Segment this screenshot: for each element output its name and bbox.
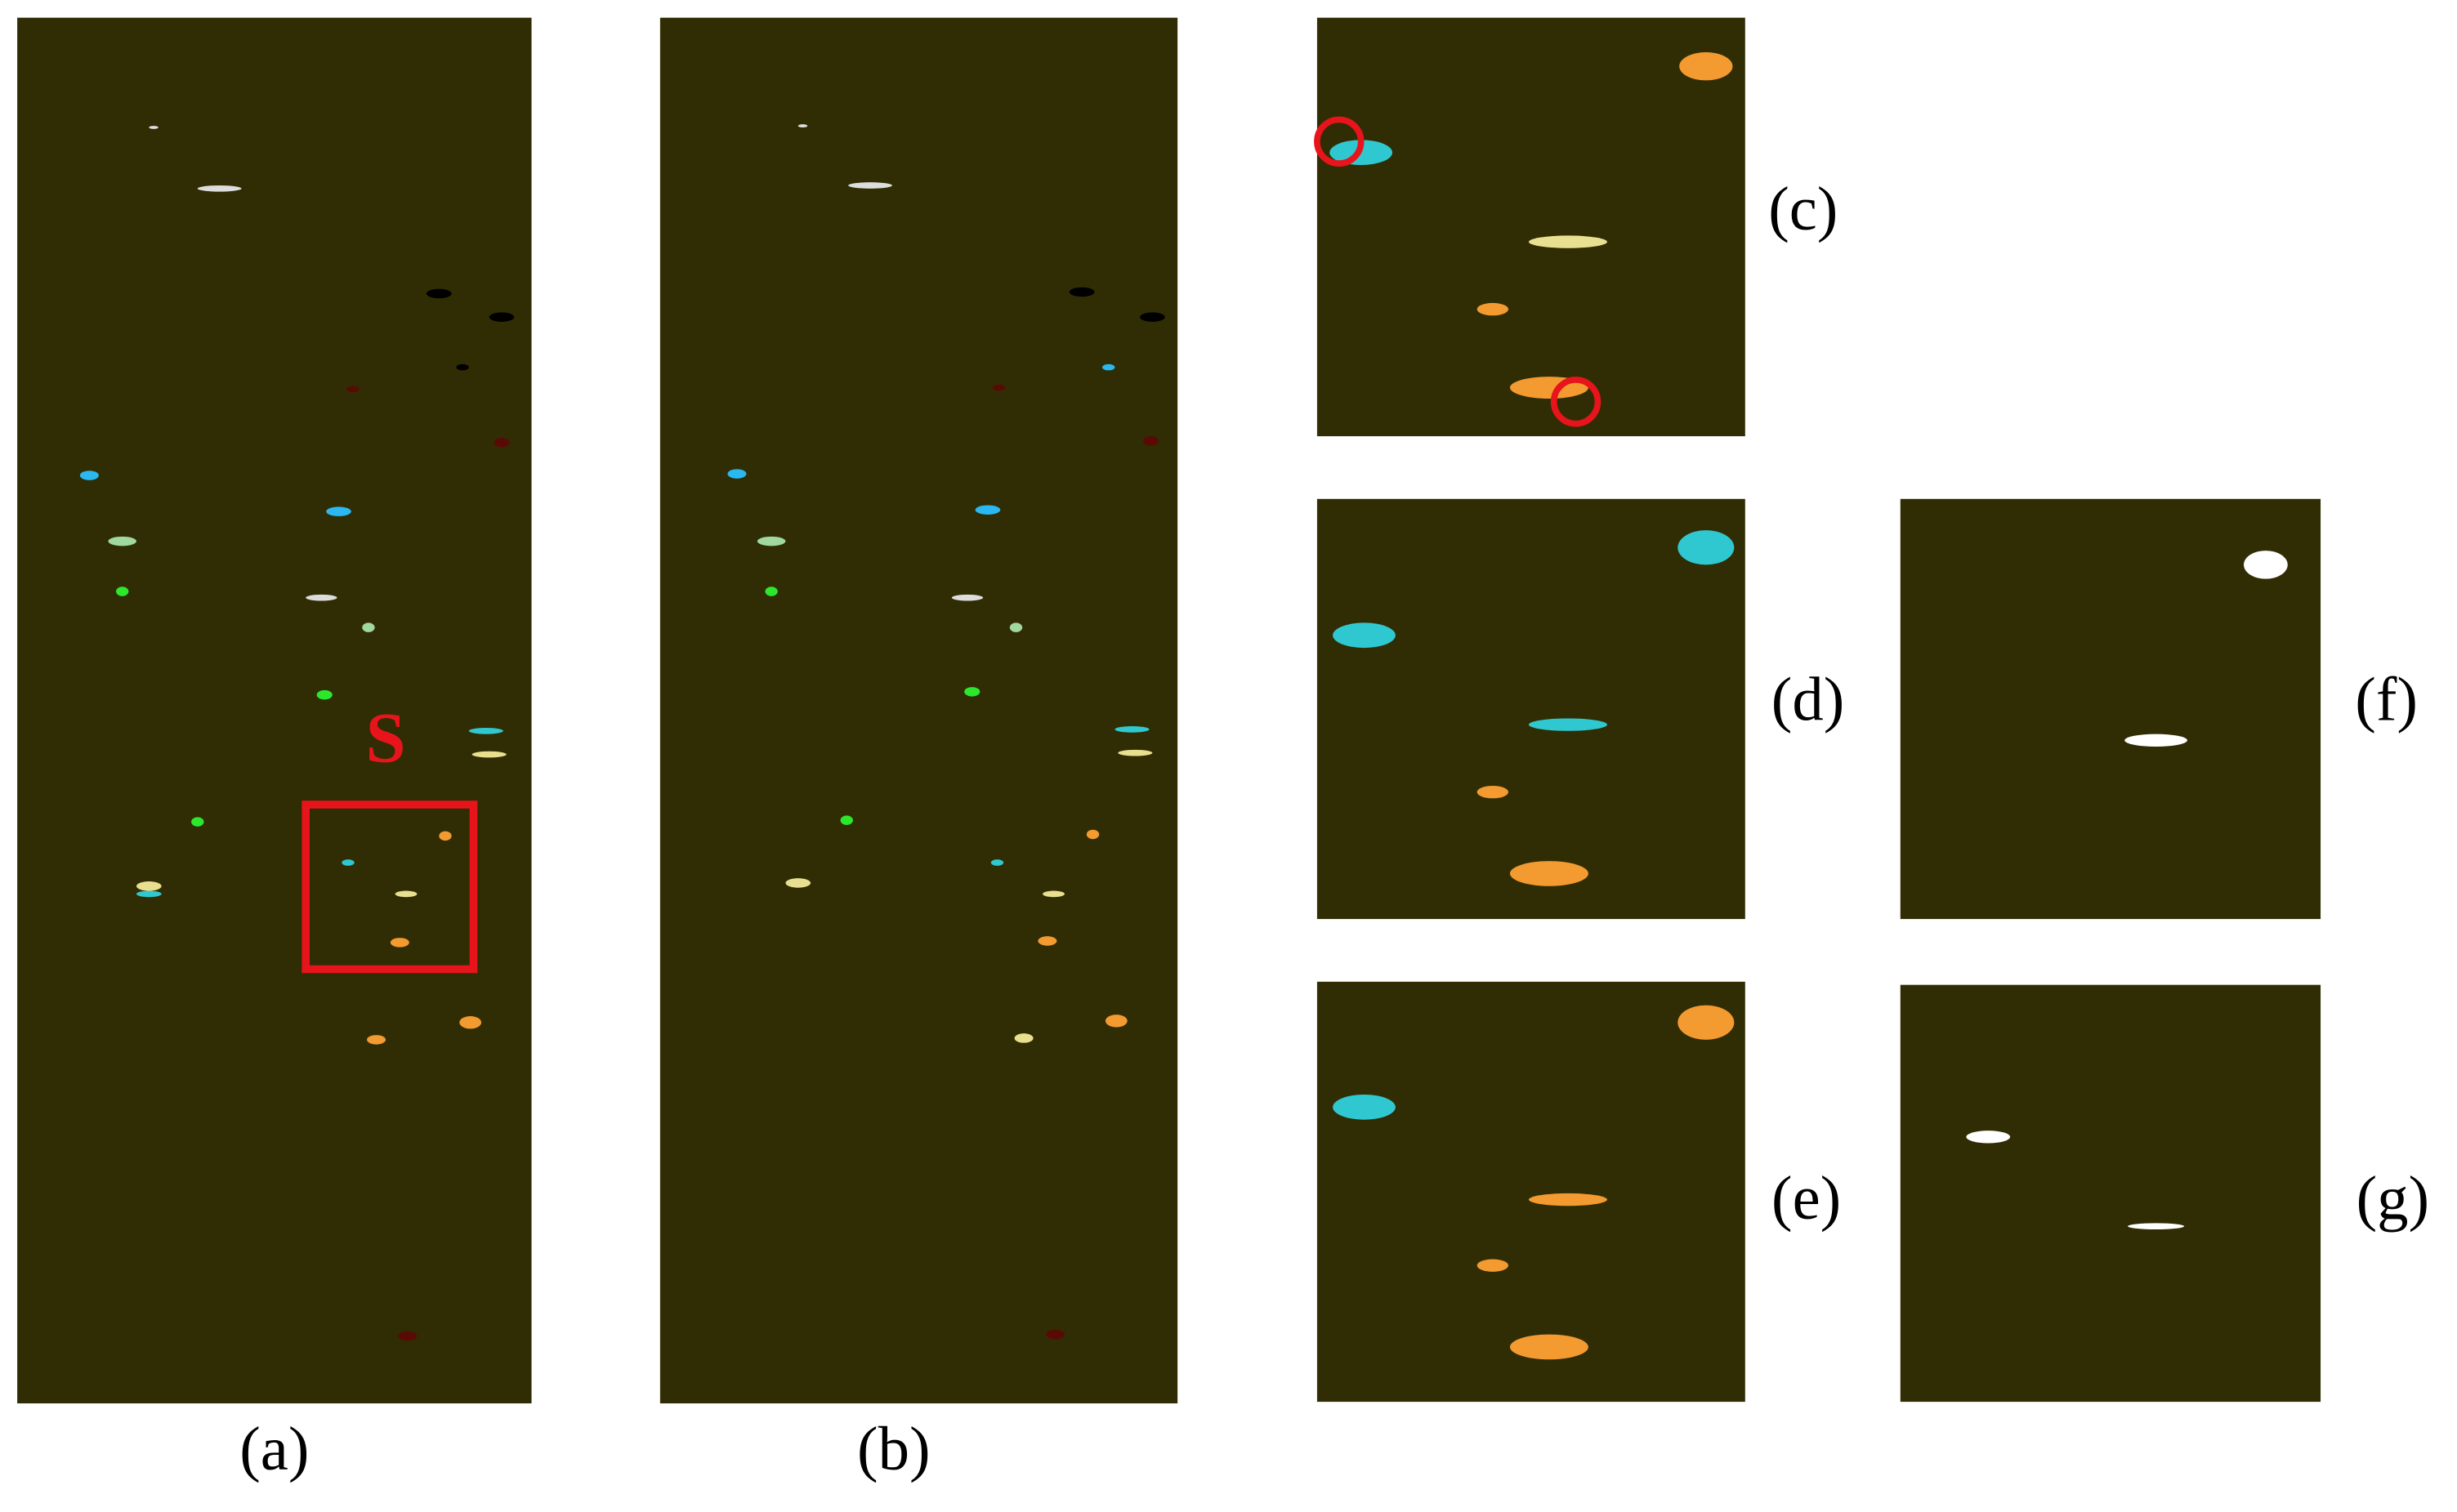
class-region	[951, 594, 984, 601]
class-region	[108, 536, 136, 546]
map-d	[1316, 498, 1745, 920]
class-region	[1966, 1131, 2011, 1144]
class-region	[1677, 530, 1735, 565]
class-region	[975, 505, 1001, 515]
class-region	[1333, 622, 1396, 649]
class-region	[439, 831, 452, 841]
class-region	[1679, 51, 1733, 81]
class-region	[468, 727, 503, 734]
class-region	[116, 587, 129, 596]
class-region	[367, 1035, 386, 1045]
panel-label: (g)	[2356, 1163, 2430, 1233]
regions-a	[79, 126, 515, 1341]
class-region	[1677, 1005, 1735, 1040]
class-region	[489, 312, 515, 322]
panel-label: (e)	[1771, 1163, 1841, 1233]
class-region	[1045, 1329, 1065, 1340]
panel-c: (c)	[1314, 17, 1838, 437]
class-region	[1115, 726, 1150, 733]
class-region	[1009, 622, 1023, 632]
class-region	[1043, 890, 1065, 898]
class-region	[765, 587, 778, 596]
class-region	[1069, 287, 1095, 297]
class-region	[471, 751, 507, 758]
class-region	[1142, 436, 1159, 446]
class-region	[1528, 1193, 1607, 1206]
map-c	[1316, 17, 1745, 437]
class-region	[1476, 1259, 1509, 1272]
class-region	[964, 687, 981, 697]
panel-f: (f)	[1900, 498, 2418, 920]
class-region	[840, 815, 853, 825]
class-region	[197, 185, 242, 192]
class-region	[342, 859, 355, 866]
class-region	[2128, 1223, 2185, 1230]
class-region	[1118, 749, 1153, 756]
class-region	[390, 938, 409, 948]
class-region	[757, 536, 786, 546]
class-region	[459, 1016, 482, 1029]
panel-label: (d)	[1771, 665, 1845, 734]
class-region	[990, 859, 1004, 866]
class-region	[848, 182, 892, 189]
highlight-circle	[1550, 377, 1602, 427]
class-region	[191, 817, 204, 827]
regions-b	[727, 124, 1165, 1340]
class-region	[1086, 829, 1100, 840]
panel-b: (b)	[659, 17, 1178, 1483]
class-region	[79, 471, 99, 480]
class-region	[1509, 1334, 1588, 1360]
panel-label: (a)	[239, 1414, 309, 1483]
class-region	[992, 384, 1006, 391]
class-region	[316, 689, 333, 700]
panel-e: (e)	[1316, 981, 1841, 1403]
class-region	[1014, 1033, 1034, 1043]
panel-label: (b)	[857, 1414, 931, 1483]
class-region	[136, 881, 162, 891]
class-region	[1333, 1094, 1396, 1120]
class-region	[346, 386, 360, 393]
class-region	[797, 124, 808, 127]
highlight-circle	[1314, 116, 1365, 167]
class-region	[1140, 312, 1165, 322]
map-g	[1900, 984, 2321, 1403]
class-region	[1105, 1015, 1128, 1028]
panel-g: (g)	[1900, 984, 2430, 1403]
panel-label: (c)	[1768, 174, 1838, 243]
class-region	[1038, 936, 1057, 946]
annotation: S	[366, 698, 406, 778]
class-region	[326, 506, 351, 516]
panel-a: S (a)	[17, 17, 532, 1483]
class-region	[362, 622, 375, 632]
class-region	[306, 594, 337, 601]
class-region	[395, 890, 418, 898]
highlight-box	[302, 801, 478, 974]
class-region	[1476, 302, 1509, 316]
class-region	[456, 364, 469, 371]
class-region	[1528, 235, 1607, 248]
class-region	[1528, 718, 1607, 731]
class-region	[426, 288, 452, 299]
class-region	[1509, 861, 1588, 886]
map-a	[17, 17, 532, 1404]
class-region	[494, 437, 510, 448]
class-region	[398, 1331, 418, 1341]
map-b	[659, 17, 1178, 1404]
class-region	[136, 890, 162, 898]
panel-d: (d)	[1316, 498, 1845, 920]
panel-label: (f)	[2355, 665, 2418, 734]
class-region	[727, 469, 747, 479]
class-region	[2244, 551, 2288, 579]
class-region	[149, 126, 159, 129]
class-region	[1102, 364, 1115, 371]
class-region	[1476, 785, 1509, 799]
class-region	[785, 878, 811, 888]
class-region	[2124, 734, 2187, 747]
map-e	[1316, 981, 1745, 1403]
